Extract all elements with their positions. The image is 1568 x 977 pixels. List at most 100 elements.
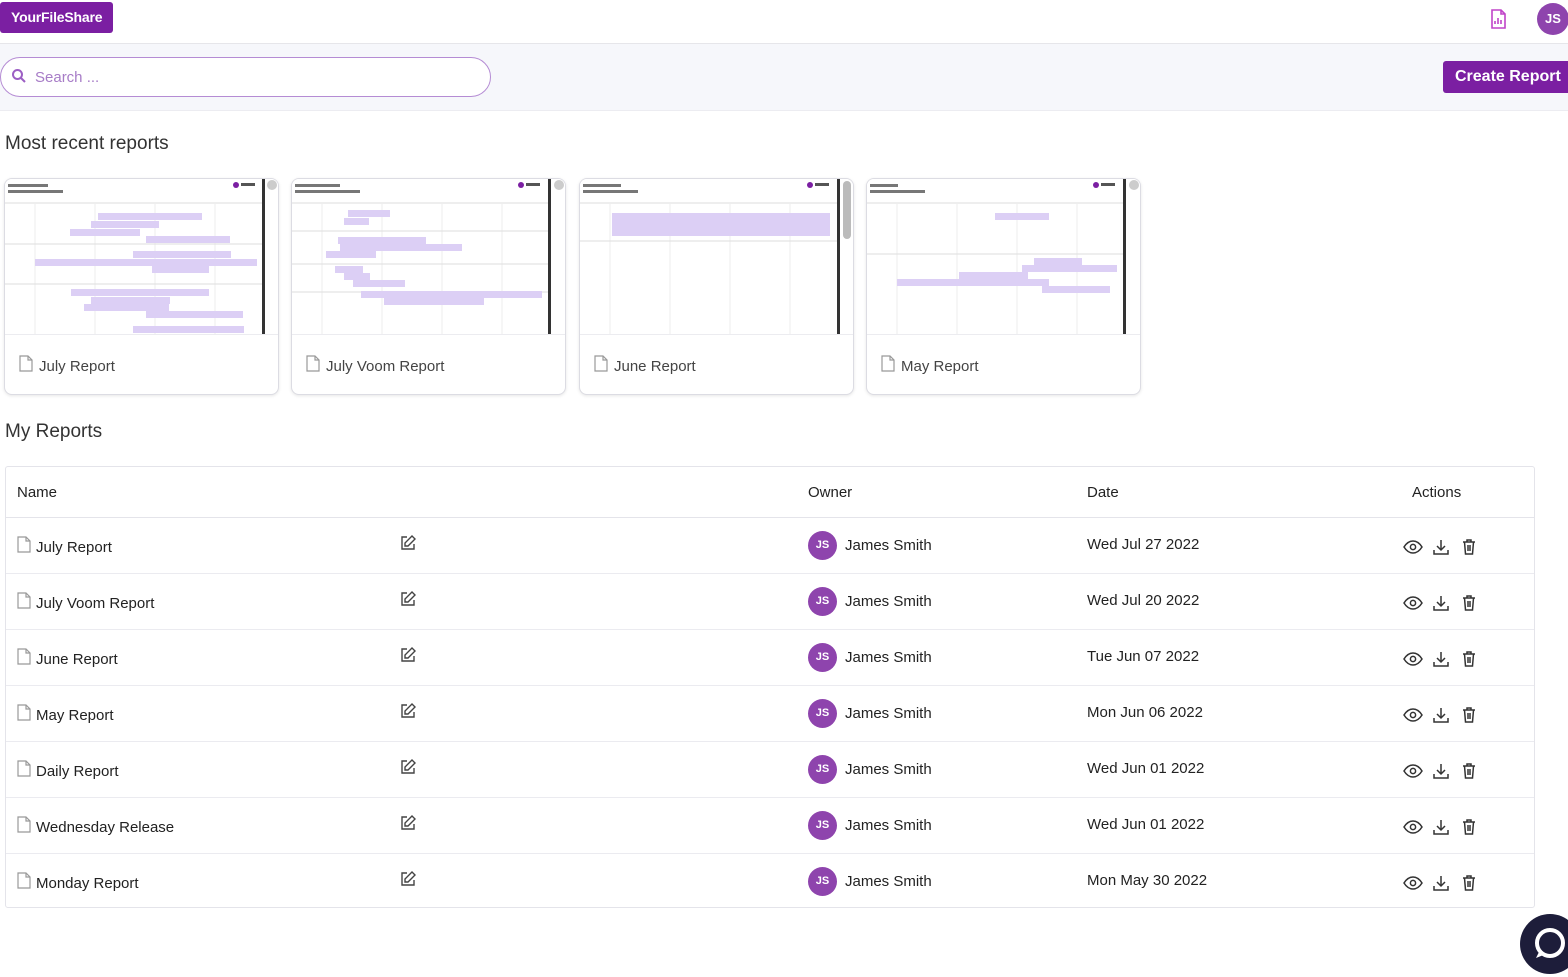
recent-report-label: May Report	[901, 357, 979, 375]
recent-report-label: June Report	[614, 357, 696, 375]
report-name[interactable]: June Report	[36, 650, 118, 668]
edit-icon[interactable]	[399, 534, 417, 552]
brand-logo[interactable]: YourFileShare	[0, 2, 114, 33]
report-date: Wed Jul 27 2022	[1087, 536, 1200, 553]
eye-icon[interactable]	[1403, 650, 1423, 668]
download-icon[interactable]	[1431, 538, 1451, 556]
download-icon[interactable]	[1431, 594, 1451, 612]
table-row[interactable]: Wednesday Release JS James Smith Wed Jun 01…	[6, 798, 1534, 854]
eye-icon[interactable]	[1403, 874, 1423, 892]
edit-icon[interactable]	[399, 758, 417, 776]
report-date: Mon Jun 06 2022	[1087, 704, 1203, 721]
report-name[interactable]: Daily Report	[36, 762, 119, 780]
table-header: Name Owner Date Actions	[6, 467, 1534, 518]
report-name[interactable]: July Report	[36, 538, 112, 556]
report-date: Wed Jul 20 2022	[1087, 592, 1200, 609]
owner-cell: JS James Smith	[808, 811, 932, 840]
eye-icon[interactable]	[1403, 538, 1423, 556]
owner-cell: JS James Smith	[808, 587, 932, 616]
owner-cell: JS James Smith	[808, 755, 932, 784]
report-date: Wed Jun 01 2022	[1087, 816, 1205, 833]
file-icon	[17, 816, 31, 838]
eye-icon[interactable]	[1403, 762, 1423, 780]
report-name-cell[interactable]: June Report	[17, 648, 118, 670]
file-icon	[881, 355, 895, 377]
row-actions	[1403, 874, 1479, 892]
owner-avatar: JS	[808, 867, 837, 896]
trash-icon[interactable]	[1459, 762, 1479, 780]
file-icon	[17, 648, 31, 670]
download-icon[interactable]	[1431, 818, 1451, 836]
row-actions	[1403, 594, 1479, 612]
recent-report-card[interactable]: June Report	[579, 178, 854, 395]
column-header-name[interactable]: Name	[17, 484, 58, 501]
report-name-cell[interactable]: Wednesday Release	[17, 816, 174, 838]
owner-avatar: JS	[808, 811, 837, 840]
edit-icon[interactable]	[399, 590, 417, 608]
report-chart-icon[interactable]	[1486, 7, 1510, 31]
trash-icon[interactable]	[1459, 818, 1479, 836]
report-thumbnail	[5, 179, 278, 335]
search-icon	[11, 68, 27, 84]
column-header-date[interactable]: Date	[1087, 484, 1119, 501]
eye-icon[interactable]	[1403, 706, 1423, 724]
chat-launcher-button[interactable]	[1520, 914, 1568, 974]
edit-icon[interactable]	[399, 646, 417, 664]
file-icon	[17, 536, 31, 558]
eye-icon[interactable]	[1403, 594, 1423, 612]
owner-name: James Smith	[845, 761, 932, 778]
owner-avatar: JS	[808, 531, 837, 560]
edit-icon[interactable]	[399, 814, 417, 832]
trash-icon[interactable]	[1459, 538, 1479, 556]
table-row[interactable]: Daily Report JS James Smith Wed Jun 01 2022	[6, 742, 1534, 798]
owner-name: James Smith	[845, 537, 932, 554]
owner-avatar: JS	[808, 755, 837, 784]
recent-report-card[interactable]: July Voom Report	[291, 178, 566, 395]
column-header-owner[interactable]: Owner	[808, 484, 853, 501]
row-actions	[1403, 762, 1479, 780]
report-name[interactable]: May Report	[36, 706, 114, 724]
report-thumbnail	[867, 179, 1140, 335]
trash-icon[interactable]	[1459, 706, 1479, 724]
owner-avatar: JS	[808, 643, 837, 672]
owner-name: James Smith	[845, 705, 932, 722]
chat-icon	[1520, 928, 1568, 977]
recent-report-card[interactable]: July Report	[4, 178, 279, 395]
download-icon[interactable]	[1431, 762, 1451, 780]
search-input[interactable]	[35, 66, 475, 88]
report-name-cell[interactable]: Daily Report	[17, 760, 119, 782]
file-icon	[17, 704, 31, 726]
create-report-button[interactable]: Create Report	[1443, 61, 1568, 93]
owner-cell: JS James Smith	[808, 867, 932, 896]
file-icon	[17, 872, 31, 894]
row-actions	[1403, 706, 1479, 724]
report-name-cell[interactable]: Monday Report	[17, 872, 139, 894]
table-row[interactable]: July Voom Report JS James Smith Wed Jul 20 …	[6, 574, 1534, 630]
trash-icon[interactable]	[1459, 874, 1479, 892]
report-name-cell[interactable]: July Report	[17, 536, 112, 558]
report-name[interactable]: Wednesday Release	[36, 818, 175, 836]
download-icon[interactable]	[1431, 874, 1451, 892]
report-name[interactable]: July Voom Report	[36, 594, 155, 612]
row-actions	[1403, 818, 1479, 836]
table-row[interactable]: Monday Report JS James Smith Mon May 30 202…	[6, 854, 1534, 910]
download-icon[interactable]	[1431, 706, 1451, 724]
table-row[interactable]: July Report JS James Smith Wed Jul 27 2022	[6, 518, 1534, 574]
recent-reports-heading: Most recent reports	[5, 133, 169, 154]
user-avatar[interactable]: JS	[1537, 3, 1568, 35]
edit-icon[interactable]	[399, 870, 417, 888]
report-date: Mon May 30 2022	[1087, 872, 1208, 889]
trash-icon[interactable]	[1459, 594, 1479, 612]
report-name-cell[interactable]: May Report	[17, 704, 114, 726]
recent-report-card[interactable]: May Report	[866, 178, 1141, 395]
edit-icon[interactable]	[399, 702, 417, 720]
report-name[interactable]: Monday Report	[36, 874, 139, 892]
table-row[interactable]: June Report JS James Smith Tue Jun 07 2022	[6, 630, 1534, 686]
download-icon[interactable]	[1431, 650, 1451, 668]
table-row[interactable]: May Report JS James Smith Mon Jun 06 2022	[6, 686, 1534, 742]
eye-icon[interactable]	[1403, 818, 1423, 836]
report-name-cell[interactable]: July Voom Report	[17, 592, 154, 614]
file-icon	[19, 355, 33, 377]
trash-icon[interactable]	[1459, 650, 1479, 668]
search-box[interactable]	[0, 57, 491, 97]
